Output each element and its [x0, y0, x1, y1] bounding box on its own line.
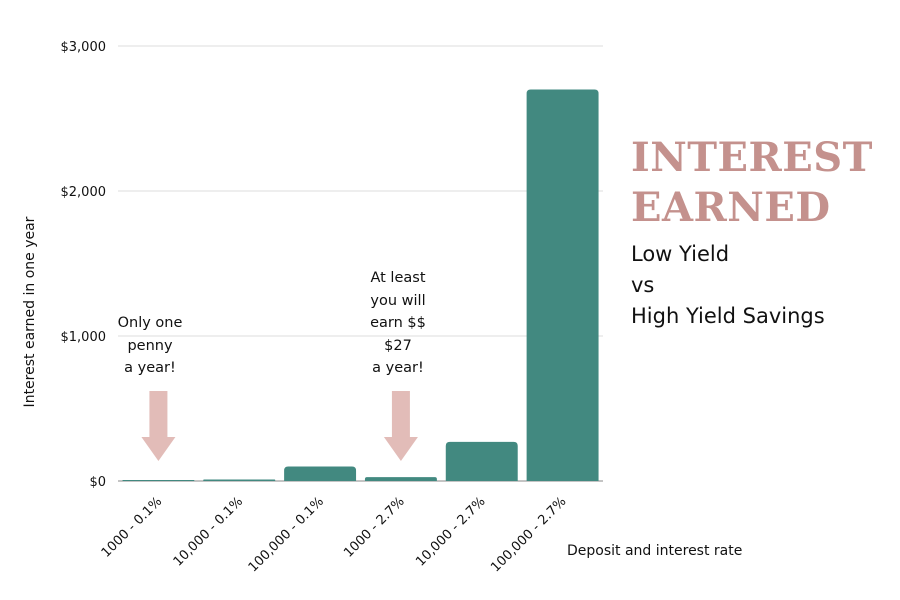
x-tick-label: 1000 - 2.7%	[341, 494, 408, 561]
annotation-line: you will	[370, 292, 426, 309]
y-axis-title: Interest earned in one year	[22, 216, 38, 407]
y-tick-label: $0	[89, 475, 106, 490]
x-tick-label: 100,000 - 0.1%	[246, 494, 327, 575]
annotation-line: Only one	[117, 315, 183, 331]
subtitle-line: High Yield Savings	[631, 304, 825, 328]
annotation-line: At least	[370, 270, 426, 286]
y-axis-tick-labels: $0 $1,000 $2,000 $3,000	[61, 40, 107, 490]
bar	[445, 441, 518, 481]
arrow-down-icon	[141, 391, 176, 461]
bars	[122, 89, 599, 481]
subtitle-line: Low Yield	[631, 242, 730, 266]
bar	[203, 479, 276, 481]
annotation-line: $27	[384, 337, 412, 354]
annotation-at-least: At least you will earn $$ $27 a year!	[370, 267, 426, 380]
bar	[364, 477, 437, 481]
y-tick-label: $2,000	[61, 185, 107, 200]
arrow-down-icon	[383, 391, 418, 461]
bar	[526, 89, 599, 481]
x-tick-label: 1000 - 0.1%	[99, 494, 166, 561]
chart-heading: INTEREST EARNED Low Yield vs High Yield …	[631, 133, 873, 332]
annotation-line: a year!	[372, 360, 424, 376]
x-tick-label: 10,000 - 0.1%	[171, 494, 246, 569]
annotation-line: earn $$	[370, 315, 426, 331]
annotation-line: a year!	[124, 360, 176, 376]
headline-line: EARNED	[631, 184, 831, 231]
subtitle: Low Yield vs High Yield Savings	[631, 239, 873, 332]
bar	[284, 466, 357, 481]
headline-line: INTEREST	[631, 134, 873, 181]
annotation-arrows	[141, 391, 418, 461]
grid-lines	[118, 45, 603, 482]
x-axis-title: Deposit and interest rate	[567, 543, 742, 559]
headline: INTEREST EARNED	[631, 133, 873, 233]
x-tick-label: 100,000 - 2.7%	[488, 494, 569, 575]
y-tick-label: $3,000	[61, 40, 107, 55]
x-axis-tick-labels: 1000 - 0.1% 10,000 - 0.1% 100,000 - 0.1% 10…	[99, 494, 570, 575]
annotation-line: penny	[127, 337, 173, 354]
subtitle-line: vs	[631, 273, 655, 297]
x-tick-label: 10,000 - 2.7%	[413, 494, 488, 569]
bar	[122, 480, 195, 481]
y-tick-label: $1,000	[61, 330, 107, 345]
annotation-penny: Only one penny a year!	[118, 312, 183, 380]
